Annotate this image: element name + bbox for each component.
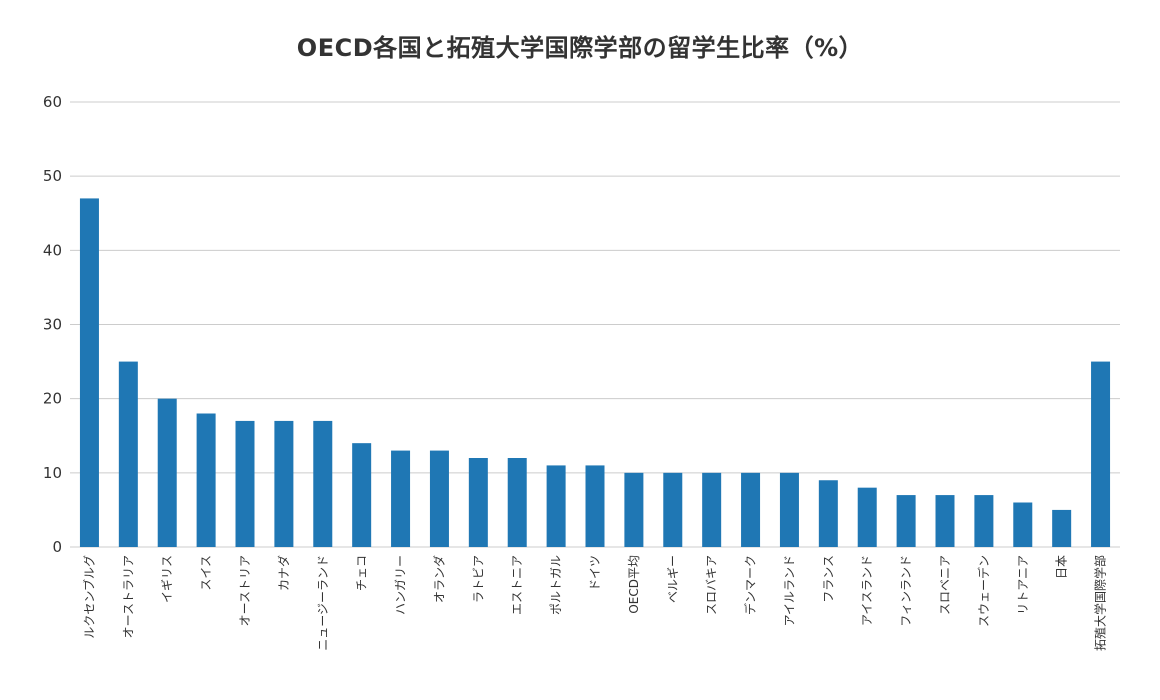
bar	[585, 465, 605, 547]
bar	[663, 472, 683, 547]
x-category-label: オーストリア	[238, 555, 252, 626]
bar	[896, 495, 916, 547]
x-category-label: 日本	[1055, 555, 1069, 579]
x-category-label: スロバキア	[705, 555, 719, 615]
bar	[1013, 502, 1033, 547]
x-category-label: デンマーク	[743, 555, 758, 615]
bar	[235, 420, 255, 547]
y-tick-label: 30	[43, 316, 62, 334]
x-category-label: ルクセンブルグ	[81, 555, 96, 639]
x-category-label: ハンガリー	[394, 555, 408, 615]
x-category-label: スロベニア	[938, 555, 952, 615]
x-category-label: オーストラリア	[121, 555, 135, 638]
x-category-label: ラトビア	[471, 555, 485, 603]
bars	[79, 198, 1111, 547]
y-tick-label: 20	[43, 390, 62, 408]
bar	[935, 495, 955, 547]
bar	[857, 487, 877, 547]
bar	[157, 398, 177, 547]
x-category-label: フランス	[821, 555, 835, 603]
bar	[546, 465, 566, 547]
x-category-label: イギリス	[160, 555, 174, 603]
x-category-label: OECD平均	[627, 555, 641, 614]
x-category-label: フィンランド	[899, 555, 913, 627]
bar	[702, 472, 722, 547]
y-tick-label: 60	[43, 93, 62, 111]
y-tick-label: 10	[43, 464, 62, 482]
x-category-label: ベルギー	[666, 555, 680, 603]
bar	[1052, 509, 1072, 547]
bar	[196, 413, 216, 547]
y-axis-ticks: 0 10 20 30 40 50 60	[43, 93, 62, 556]
bar	[818, 480, 838, 547]
x-category-label: スイス	[199, 555, 213, 591]
x-category-label: ドイツ	[588, 555, 602, 591]
bar	[507, 458, 527, 547]
bar	[313, 420, 333, 547]
x-axis-labels: ルクセンブルグ オーストラリア イギリス スイス オーストリア カナダ ニュージーランド チェ…	[81, 555, 1107, 651]
x-category-label: カナダ	[276, 555, 291, 591]
x-category-label: アイルランド	[782, 555, 796, 626]
bar	[79, 198, 99, 547]
y-tick-label: 0	[52, 538, 62, 556]
x-category-label: オランダ	[431, 555, 446, 603]
bar	[779, 472, 799, 547]
x-category-label: リトアニア	[1016, 555, 1030, 615]
chart-title: OECD各国と拓殖大学国際学部の留学生比率（%）	[296, 34, 864, 62]
x-category-label: スウェーデン	[976, 555, 991, 627]
bar	[274, 420, 294, 547]
x-category-label: エストニア	[510, 555, 524, 615]
y-tick-label: 40	[43, 241, 62, 259]
bar	[468, 458, 488, 547]
x-category-label: ポルトガル	[549, 555, 563, 615]
bar	[974, 495, 994, 547]
x-category-label: アイスランド	[860, 555, 874, 626]
x-category-label: チェコ	[355, 555, 369, 591]
y-tick-label: 50	[43, 167, 62, 185]
bar	[391, 450, 411, 547]
x-category-label: ニュージーランド	[316, 555, 330, 651]
bar	[352, 443, 372, 547]
bar	[118, 361, 138, 547]
bar	[1091, 361, 1111, 547]
bar	[624, 472, 644, 547]
x-category-label: 拓殖大学国際学部	[1093, 555, 1108, 651]
bar	[741, 472, 761, 547]
bar	[429, 450, 449, 547]
